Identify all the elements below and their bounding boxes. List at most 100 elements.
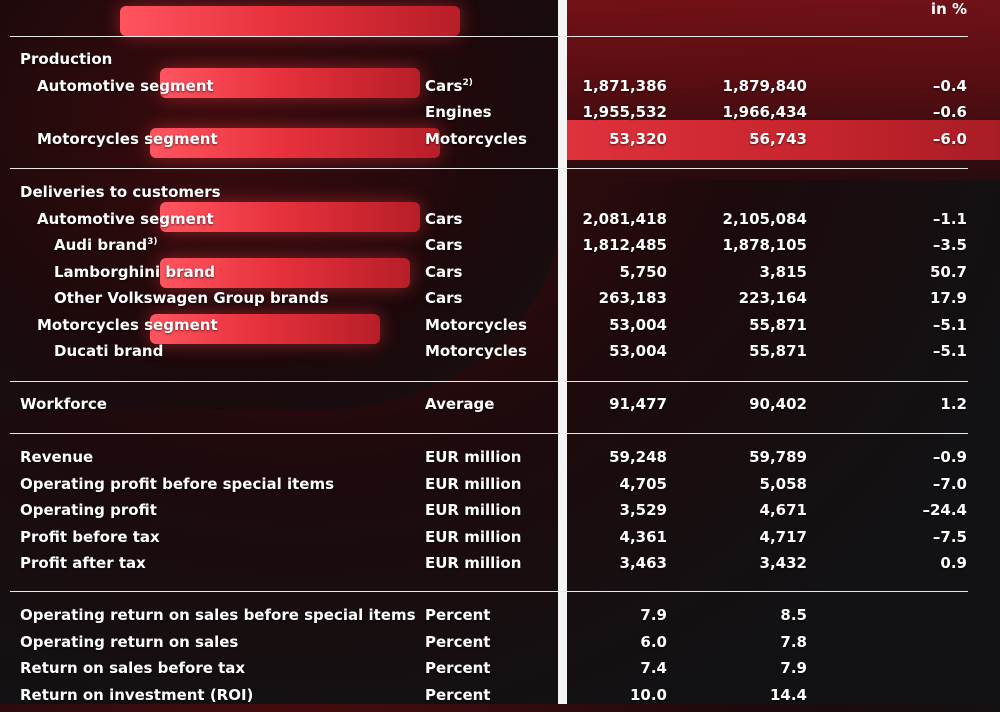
table-row: Engines 1,955,532 1,966,434 –0.6 xyxy=(0,103,1000,129)
light-bar xyxy=(160,68,420,98)
section-divider xyxy=(10,591,968,592)
light-bar xyxy=(160,202,420,232)
row-label: Workforce xyxy=(20,395,107,413)
value-current-year: 5,750 xyxy=(619,262,667,281)
change-percent: –7.0 xyxy=(932,474,967,493)
row-unit: Percent xyxy=(425,606,491,624)
row-unit: Cars xyxy=(425,236,463,254)
value-prior-year: 90,402 xyxy=(749,395,807,413)
row-unit: Cars xyxy=(425,209,463,228)
value-current-year: 2,081,418 xyxy=(582,209,667,228)
row-label: Return on sales before tax xyxy=(20,659,246,677)
change-percent: –7.5 xyxy=(932,527,967,546)
row-label: Other Volkswagen Group brands xyxy=(54,289,329,307)
section-divider xyxy=(10,433,968,434)
table-row: Return on investment (ROI) Percent 10.0 14.… xyxy=(0,686,1000,712)
row-unit: Percent xyxy=(425,659,491,677)
table-row: Audi brand3) Cars 1,812,485 1,878,105 –3.5 xyxy=(0,236,1000,262)
change-percent: –24.4 xyxy=(922,501,967,519)
value-prior-year: 8.5 xyxy=(780,606,807,624)
change-percent: –0.9 xyxy=(932,448,967,466)
value-prior-year: 2,105,084 xyxy=(722,209,807,228)
change-percent: –1.1 xyxy=(932,209,967,228)
row-label: Audi brand3) xyxy=(54,236,158,254)
value-prior-year: 56,743 xyxy=(749,129,807,148)
row-label: Operating profit xyxy=(20,501,157,519)
table-row: Operating return on sales before special… xyxy=(0,606,1000,632)
value-current-year: 10.0 xyxy=(629,685,667,704)
value-prior-year: 7.8 xyxy=(780,632,807,651)
section-divider xyxy=(10,381,968,382)
light-bar xyxy=(150,128,440,158)
value-current-year: 1,812,485 xyxy=(582,236,667,254)
change-percent: 0.9 xyxy=(940,554,967,572)
row-label: Profit before tax xyxy=(20,527,160,546)
value-prior-year: 4,671 xyxy=(759,501,807,519)
value-prior-year: 3,815 xyxy=(759,262,807,281)
footnote-marker: 2) xyxy=(462,77,473,88)
value-current-year: 59,248 xyxy=(609,448,667,466)
change-percent: –5.1 xyxy=(932,342,967,360)
row-unit: Cars2) xyxy=(425,76,473,95)
row-label: Operating return on sales xyxy=(20,632,239,651)
table-row: Automotive segment Cars 2,081,418 2,105,084… xyxy=(0,210,1000,236)
value-current-year: 53,004 xyxy=(609,315,667,334)
change-percent: 17.9 xyxy=(929,289,967,307)
value-prior-year: 5,058 xyxy=(759,474,807,493)
row-unit: EUR million xyxy=(425,527,522,546)
row-unit: Motorcycles xyxy=(425,315,527,334)
value-prior-year: 14.4 xyxy=(769,685,807,704)
value-current-year: 7.9 xyxy=(640,606,667,624)
row-label: Operating profit before special items xyxy=(20,474,335,493)
table-row: Profit after tax EUR million 3,463 3,432 0.9 xyxy=(0,554,1000,580)
row-unit: Engines xyxy=(425,103,492,121)
change-percent: 50.7 xyxy=(929,262,967,281)
table-row: Workforce Average 91,477 90,402 1.2 xyxy=(0,395,1000,421)
value-prior-year: 59,789 xyxy=(749,448,807,466)
value-prior-year: 1,879,840 xyxy=(722,76,807,95)
row-label: Production xyxy=(20,50,113,68)
row-unit: Cars xyxy=(425,262,463,281)
row-label: Automotive segment xyxy=(37,76,214,95)
row-label: Ducati brand xyxy=(54,342,164,360)
row-label: Motorcycles segment xyxy=(37,129,218,148)
row-label: Deliveries to customers xyxy=(20,183,221,201)
row-unit: EUR million xyxy=(425,448,522,466)
value-prior-year: 1,878,105 xyxy=(722,236,807,254)
row-label: Profit after tax xyxy=(20,554,146,572)
value-prior-year: 4,717 xyxy=(759,527,807,546)
change-percent: –0.4 xyxy=(932,76,967,95)
value-current-year: 6.0 xyxy=(640,632,667,651)
footnote-marker: 3) xyxy=(147,237,158,247)
value-current-year: 4,705 xyxy=(619,474,667,493)
light-bar xyxy=(150,314,380,344)
table-row: Operating profit before special items EUR… xyxy=(0,475,1000,501)
row-unit: EUR million xyxy=(425,474,522,493)
row-unit: EUR million xyxy=(425,554,522,572)
table-row: Motorcycles segment Motorcycles 53,320 56,7… xyxy=(0,130,1000,156)
table-row: Revenue EUR million 59,248 59,789 –0.9 xyxy=(0,448,1000,474)
value-prior-year: 55,871 xyxy=(749,315,807,334)
value-prior-year: 55,871 xyxy=(749,342,807,360)
table-row: Operating profit EUR million 3,529 4,671 –24… xyxy=(0,501,1000,527)
table-row: Automotive segment Cars2) 1,871,386 1,879,8… xyxy=(0,77,1000,103)
row-label: Return on investment (ROI) xyxy=(20,685,254,704)
light-bar xyxy=(120,6,460,36)
value-current-year: 3,463 xyxy=(619,554,667,572)
value-current-year: 1,955,532 xyxy=(582,103,667,121)
row-unit: Motorcycles xyxy=(425,342,527,360)
column-divider xyxy=(558,0,567,704)
value-current-year: 7.4 xyxy=(640,659,667,677)
section-divider xyxy=(10,168,968,169)
table-row: Profit before tax EUR million 4,361 4,717 –7… xyxy=(0,528,1000,554)
change-percent: –5.1 xyxy=(932,315,967,334)
row-unit: Percent xyxy=(425,685,491,704)
change-percent: –0.6 xyxy=(932,103,967,121)
row-label: Lamborghini brand xyxy=(54,262,216,281)
section-divider xyxy=(10,36,968,37)
value-current-year: 1,871,386 xyxy=(582,76,667,95)
row-label: Revenue xyxy=(20,448,94,466)
table-row: Return on sales before tax Percent 7.4 7.9 xyxy=(0,659,1000,685)
taillight-glow-strip xyxy=(560,120,1000,160)
